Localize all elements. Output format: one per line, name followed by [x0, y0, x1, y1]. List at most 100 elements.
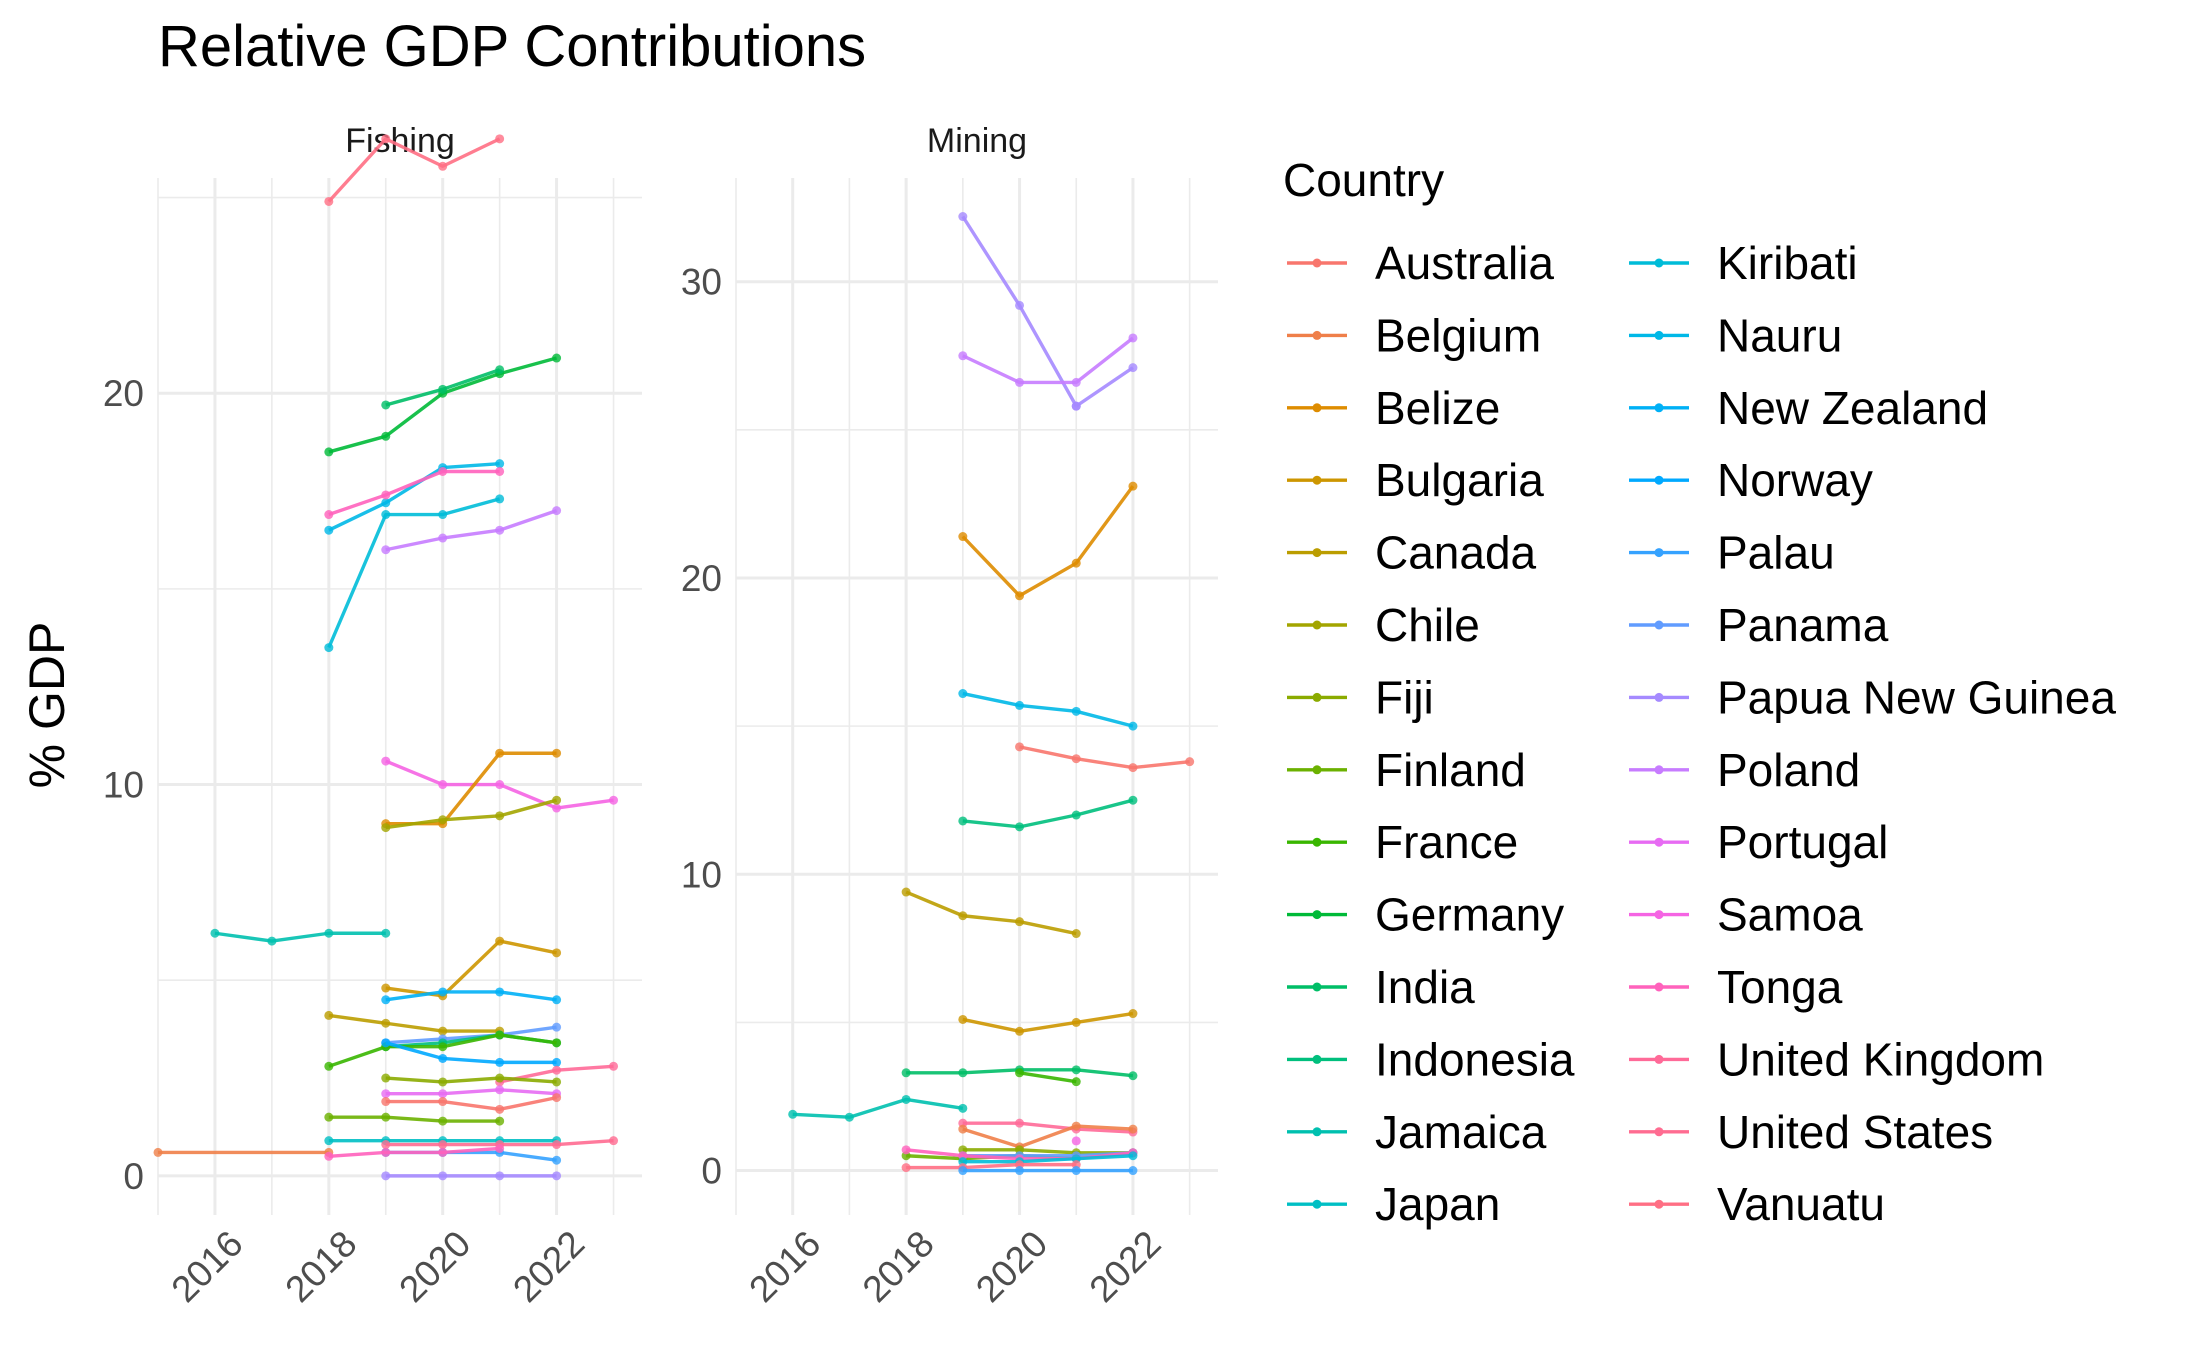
series-france: [324, 1030, 562, 1071]
legend-label: Poland: [1717, 744, 1860, 796]
panel-fishing: 0 10 20 2016 2018 2020 2022 Fishing: [103, 122, 642, 1310]
series-new-zealand: [381, 987, 562, 1005]
series-line: [962, 336, 1134, 385]
data-point: [552, 795, 562, 805]
series-kiribati: [324, 494, 505, 653]
data-point: [324, 510, 334, 520]
data-point: [901, 887, 911, 897]
series-belgium: [153, 1147, 334, 1157]
series-poland: [381, 506, 562, 555]
data-point: [495, 811, 505, 821]
data-point: [1015, 377, 1025, 387]
legend-label: United States: [1717, 1106, 1993, 1158]
data-point: [552, 803, 562, 813]
data-point: [552, 1022, 562, 1032]
chart-title: Relative GDP Contributions: [158, 14, 866, 79]
legend-label: Belgium: [1375, 309, 1541, 361]
data-point: [495, 1030, 505, 1040]
data-point: [609, 795, 619, 805]
x-tick-label: 2022: [1081, 1223, 1168, 1310]
data-point: [609, 1061, 619, 1071]
legend-label: Vanuatu: [1717, 1178, 1885, 1230]
data-point: [381, 510, 391, 520]
legend-key-point: [1312, 910, 1322, 920]
data-point: [1071, 1017, 1081, 1027]
data-point: [552, 353, 562, 363]
data-point: [438, 533, 448, 543]
y-tick-label: 0: [701, 1151, 722, 1192]
legend-key-point: [1654, 910, 1664, 920]
series-line: [962, 691, 1134, 728]
data-point: [1071, 706, 1081, 716]
data-point: [495, 494, 505, 504]
data-point: [381, 823, 391, 833]
legend-label: Canada: [1375, 527, 1537, 579]
legend-key-point: [1312, 837, 1322, 847]
data-point: [1128, 795, 1138, 805]
series-line: [385, 1025, 557, 1045]
series-line: [385, 509, 558, 552]
data-point: [958, 1166, 968, 1176]
legend-key-point: [1654, 837, 1664, 847]
data-point: [324, 1151, 334, 1161]
legend-key-point: [1654, 765, 1664, 775]
legend-label: Finland: [1375, 744, 1526, 796]
data-point: [495, 936, 505, 946]
legend-key-point: [1654, 1127, 1664, 1137]
legend-label: Kiribati: [1717, 237, 1858, 289]
data-point: [958, 689, 968, 699]
data-point: [1128, 721, 1138, 731]
data-point: [1128, 1071, 1138, 1081]
legend-item-chile: Chile: [1287, 599, 1480, 651]
data-point: [1071, 1065, 1081, 1075]
legend-label: Germany: [1375, 889, 1564, 941]
series-tonga: [324, 466, 505, 520]
data-point: [1128, 1009, 1138, 1019]
data-point: [901, 1094, 911, 1104]
data-point: [324, 1010, 334, 1020]
data-point: [552, 1065, 562, 1075]
legend-item-india: India: [1287, 961, 1475, 1013]
series-bulgaria: [381, 936, 562, 1001]
legend-item-united-states: United States: [1629, 1106, 1993, 1158]
series-papua-new-guinea: [381, 1171, 562, 1181]
x-tick-label: 2020: [968, 1223, 1055, 1310]
legend-label: Norway: [1717, 454, 1873, 506]
data-point: [381, 928, 391, 938]
series-chile: [381, 795, 562, 833]
series-line: [327, 137, 501, 203]
legend-label: Japan: [1375, 1178, 1500, 1230]
legend-label: Samoa: [1717, 889, 1863, 941]
series-line: [328, 1013, 500, 1033]
series-samoa: [1071, 1136, 1081, 1146]
x-tick-label: 2016: [741, 1223, 828, 1310]
data-point: [1071, 929, 1081, 939]
series-palau: [958, 1166, 1138, 1176]
data-point: [381, 1097, 391, 1107]
data-point: [438, 1116, 448, 1126]
data-point: [495, 1143, 505, 1153]
data-point: [438, 1140, 448, 1150]
legend-key-point: [1312, 258, 1322, 268]
data-point: [324, 1112, 334, 1122]
data-point: [958, 1068, 968, 1078]
legend-item-tonga: Tonga: [1629, 961, 1843, 1013]
data-point: [1015, 742, 1025, 752]
x-tick-label: 2018: [855, 1223, 942, 1310]
legend-title: Country: [1283, 154, 1444, 206]
series-france: [1015, 1068, 1081, 1087]
data-point: [438, 510, 448, 520]
data-point: [438, 1077, 448, 1087]
series-line: [905, 890, 1077, 936]
data-point: [495, 134, 505, 144]
data-point: [958, 1103, 968, 1113]
legend-item-poland: Poland: [1629, 744, 1860, 796]
series-papua-new-guinea: [1071, 363, 1138, 411]
legend-item-nauru: Nauru: [1629, 309, 1842, 361]
legend-label: Indonesia: [1375, 1033, 1575, 1085]
legend-item-indonesia: Indonesia: [1287, 1033, 1575, 1085]
legend-item-france: France: [1287, 816, 1518, 868]
data-point: [438, 1097, 448, 1107]
series-jamaica: [788, 1094, 968, 1122]
